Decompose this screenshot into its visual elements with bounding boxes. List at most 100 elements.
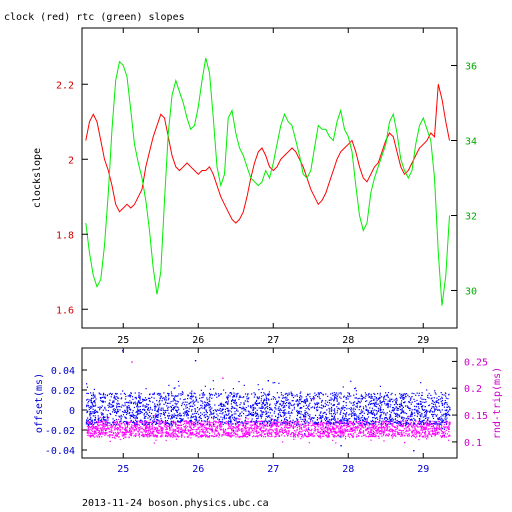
offset-point xyxy=(180,418,182,420)
rnd-trip-point xyxy=(95,432,97,434)
offset-point xyxy=(273,412,275,414)
offset-point xyxy=(182,393,184,396)
rnd-trip-point xyxy=(172,435,175,437)
offset-point xyxy=(377,403,379,405)
offset-point xyxy=(223,414,225,416)
rnd-trip-point xyxy=(161,436,163,438)
rnd-trip-point xyxy=(276,421,278,423)
rnd-trip-point xyxy=(175,421,177,423)
rnd-trip-point xyxy=(372,430,375,433)
rnd-trip-point xyxy=(284,431,286,433)
offset-point xyxy=(369,400,371,402)
offset-point xyxy=(417,413,419,415)
rnd-trip-point xyxy=(199,426,201,428)
rnd-trip-point xyxy=(392,432,394,434)
offset-point xyxy=(374,421,376,423)
offset-point xyxy=(240,415,243,417)
rnd-trip-point xyxy=(156,428,159,430)
offset-point xyxy=(186,415,188,417)
offset-point xyxy=(424,417,427,419)
offset-point xyxy=(239,396,241,398)
rnd-trip-point xyxy=(368,427,371,429)
rnd-trip-point xyxy=(385,433,387,435)
rnd-trip-point xyxy=(206,424,208,426)
rnd-trip-point xyxy=(87,427,89,429)
rnd-trip-point xyxy=(406,426,408,428)
offset-point xyxy=(133,406,135,409)
rnd-trip-point xyxy=(173,433,175,435)
offset-point xyxy=(408,396,410,398)
rnd-trip-point xyxy=(145,425,147,427)
rnd-trip-point xyxy=(375,430,377,432)
offset-point xyxy=(325,413,327,416)
rnd-trip-point xyxy=(280,428,282,430)
offset-point xyxy=(299,407,302,409)
offset-point xyxy=(367,404,369,406)
rnd-trip-point xyxy=(294,420,297,422)
rnd-trip-point xyxy=(271,431,273,433)
rnd-trip-point xyxy=(338,430,340,432)
rnd-trip-point xyxy=(111,436,114,439)
offset-point xyxy=(406,419,409,422)
offset-point xyxy=(216,396,218,398)
offset-point xyxy=(143,414,145,416)
offset-point xyxy=(139,396,141,398)
offset-point xyxy=(178,408,180,410)
offset-point xyxy=(297,423,299,425)
offset-point xyxy=(300,398,302,400)
offset-point xyxy=(265,410,267,412)
offset-point xyxy=(341,408,343,410)
rnd-trip-point xyxy=(294,433,296,435)
rnd-trip-point xyxy=(200,426,203,428)
offset-point xyxy=(227,410,229,412)
offset-point xyxy=(387,424,389,426)
offset-point xyxy=(174,395,176,397)
offset-point xyxy=(432,400,434,402)
offset-point xyxy=(180,431,182,433)
offset-point xyxy=(277,414,279,416)
offset-point xyxy=(234,417,236,419)
rnd-trip-point xyxy=(415,437,417,439)
rnd-trip-point xyxy=(161,432,163,434)
offset-point xyxy=(146,413,148,415)
offset-point xyxy=(334,408,336,410)
rnd-trip-point xyxy=(127,431,129,433)
offset-point xyxy=(94,396,96,398)
offset-point xyxy=(154,409,156,411)
offset-point xyxy=(156,393,158,395)
offset-point xyxy=(360,413,362,415)
rnd-trip-point xyxy=(312,422,314,424)
offset-point xyxy=(195,423,197,425)
offset-point xyxy=(355,405,357,407)
rnd-trip-point xyxy=(314,423,316,426)
offset-point xyxy=(409,415,411,417)
offset-point xyxy=(444,416,446,418)
offset-point xyxy=(213,388,215,390)
rnd-trip-point xyxy=(131,431,133,433)
offset-point xyxy=(393,399,395,401)
offset-point xyxy=(138,395,140,397)
offset-point xyxy=(389,400,391,402)
offset-point xyxy=(443,413,445,415)
rnd-trip-point xyxy=(392,424,394,426)
rnd-trip-point xyxy=(293,427,295,429)
rnd-trip-point xyxy=(116,420,118,422)
offset-point xyxy=(368,393,370,395)
offset-point xyxy=(168,406,170,408)
rnd-trip-point xyxy=(274,436,276,438)
offset-point xyxy=(291,395,293,397)
offset-point xyxy=(235,402,237,404)
rnd-trip-point xyxy=(119,422,121,424)
rnd-trip-point xyxy=(271,435,273,437)
rnd-trip-point xyxy=(156,427,159,429)
offset-point xyxy=(314,421,316,423)
offset-point xyxy=(383,398,385,400)
rnd-trip-point xyxy=(273,420,275,423)
offset-point xyxy=(163,403,165,405)
rnd-trip-point xyxy=(406,429,408,432)
offset-point xyxy=(90,392,92,394)
offset-point xyxy=(207,402,209,404)
offset-point xyxy=(231,407,233,409)
rnd-trip-point xyxy=(234,427,236,429)
offset-point xyxy=(346,422,348,424)
